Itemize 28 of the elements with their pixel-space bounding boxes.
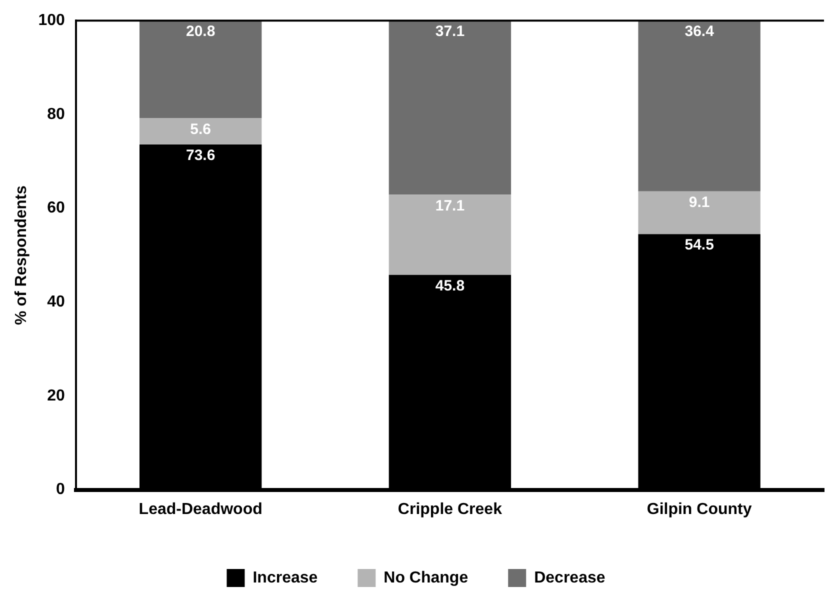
bar <box>638 191 760 234</box>
data-label: 17.1 <box>435 197 465 214</box>
legend-label: Decrease <box>534 569 606 586</box>
y-tick-label: 0 <box>56 481 65 498</box>
y-tick-label: 20 <box>47 387 65 404</box>
y-axis-title: % of Respondents <box>13 185 30 325</box>
bar <box>388 194 512 275</box>
bar <box>139 118 262 144</box>
legend-label: No Change <box>384 569 468 586</box>
data-label: 54.5 <box>684 236 714 254</box>
bar <box>388 20 512 195</box>
data-label: 5.6 <box>190 120 212 138</box>
x-tick-label: Gilpin County <box>646 500 752 518</box>
data-label: 45.8 <box>435 278 465 295</box>
data-label: 20.8 <box>186 23 216 40</box>
y-tick-label: 60 <box>47 200 65 217</box>
bar <box>139 20 262 118</box>
x-tick-label: Cripple Creek <box>398 500 502 518</box>
bar <box>638 20 760 192</box>
data-label: 36.4 <box>684 23 715 40</box>
data-label: 37.1 <box>435 23 465 40</box>
data-label: 9.1 <box>688 194 710 212</box>
legend-label: Increase <box>252 569 318 586</box>
y-tick-label: 80 <box>47 106 65 123</box>
y-tick-label: 40 <box>47 294 65 311</box>
x-tick-label: Lead-Deadwood <box>138 500 262 518</box>
data-label: 73.6 <box>186 147 216 164</box>
y-tick-label: 100 <box>38 12 65 30</box>
